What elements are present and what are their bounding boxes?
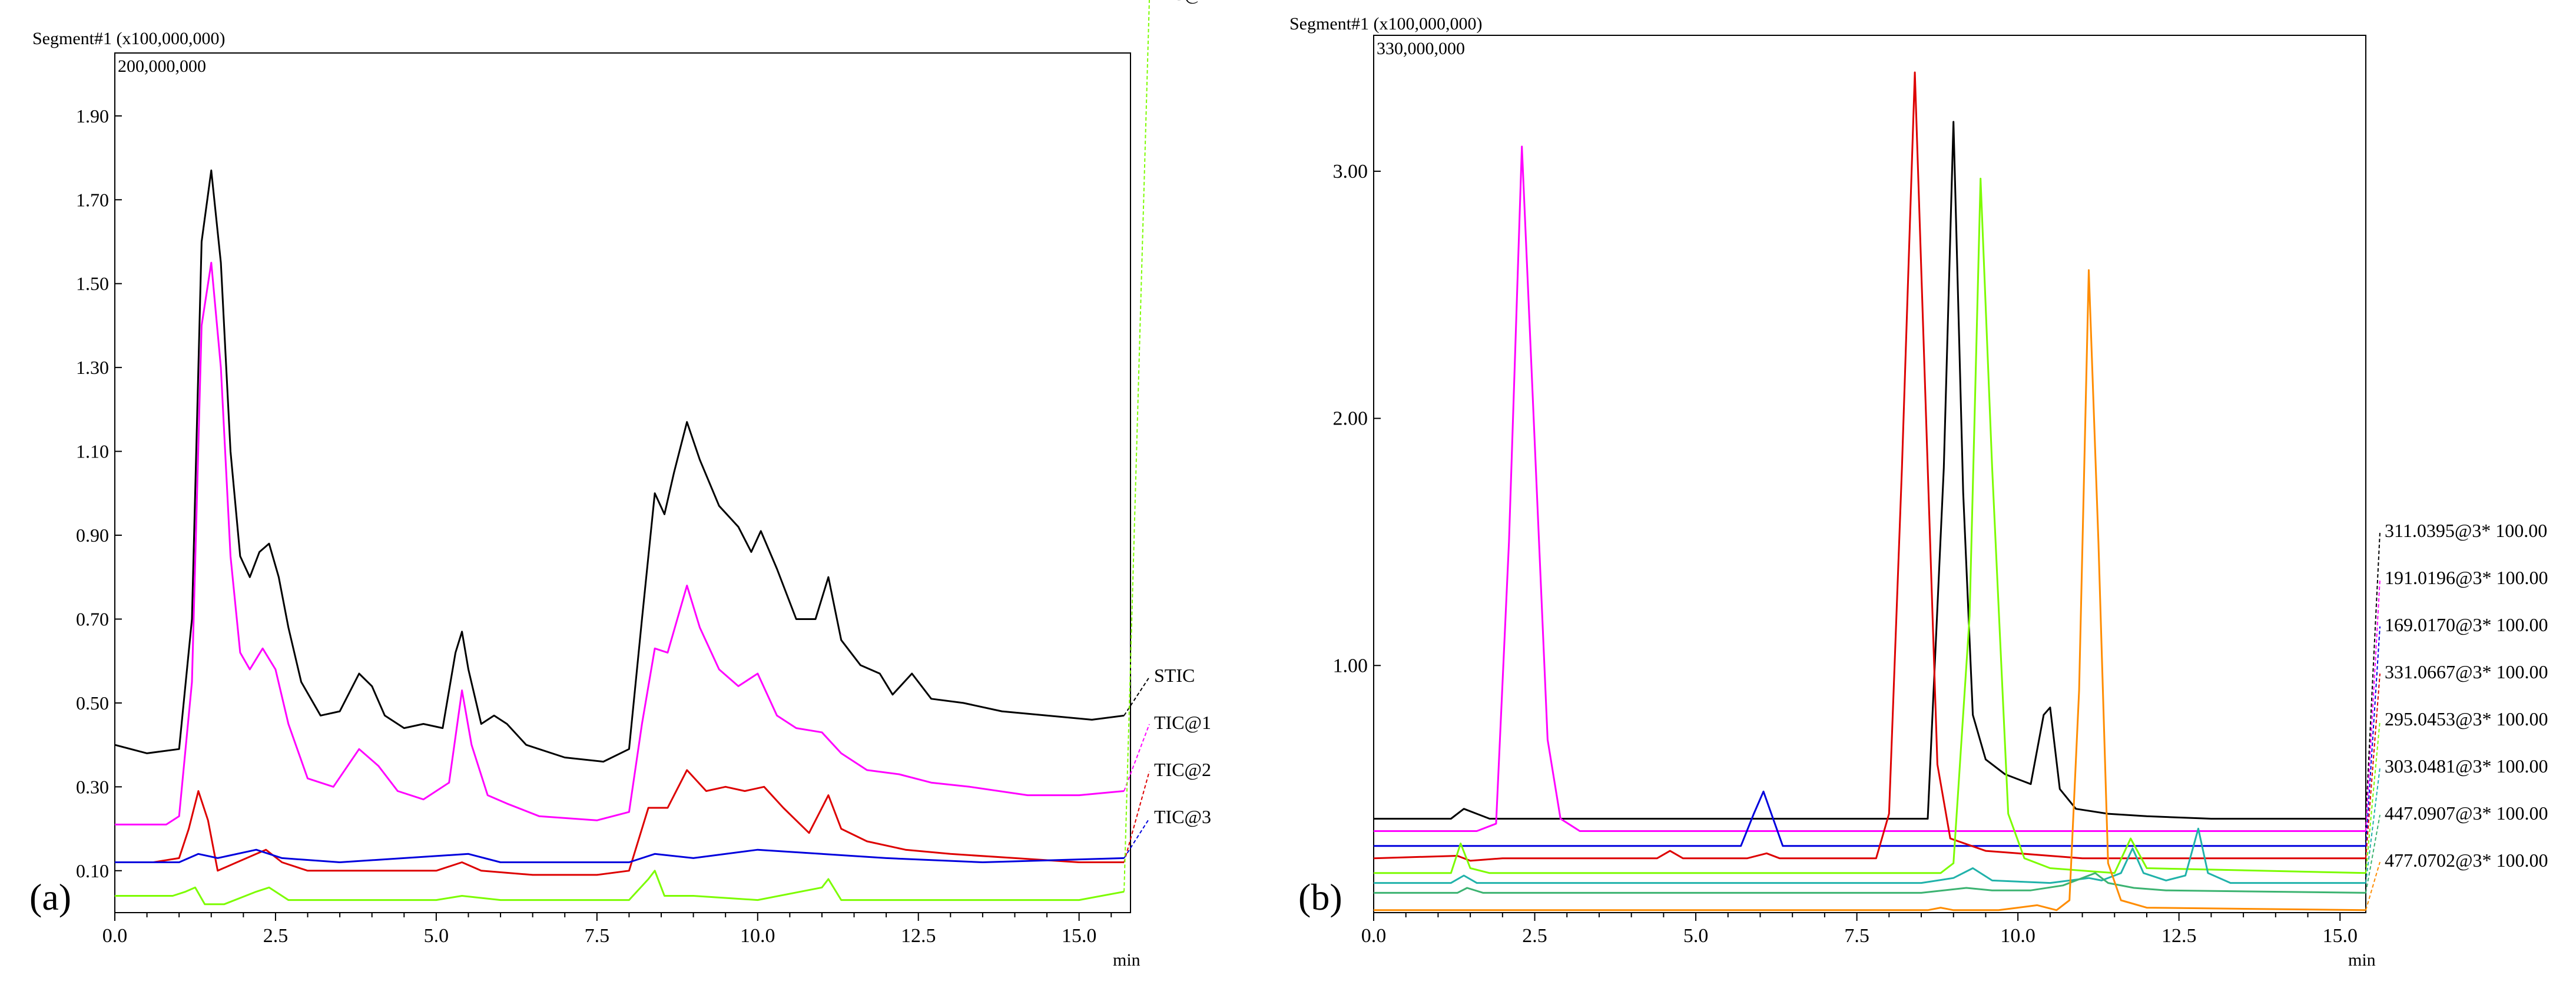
x-tick-label: 10.0 [2000,925,2035,947]
x-tick-label: 7.5 [1844,925,1869,947]
series-label: STIC [1154,665,1195,686]
x-tick-label: 5.0 [424,925,449,947]
series-169-0170-3-100-00 [1374,790,2366,847]
series-311-0395-3-100-00 [1374,121,2366,820]
series-leader-line [1123,677,1150,716]
y-tick-label: 1.30 [76,357,109,378]
series-leader-line [2365,673,2381,858]
y-tick-label: 1.50 [76,273,109,294]
x-tick-label: 7.5 [585,925,610,947]
series-331-0667-3-100-00 [1373,71,2366,862]
series-leader-line [1123,771,1150,863]
panel-label: (a) [29,876,71,918]
series-label: 331.0667@3* 100.00 [2385,661,2548,682]
x-tick-label: 10.0 [740,925,775,947]
plot-frame [114,52,1131,913]
series-leader-line [1123,0,1150,892]
series-label: TIC@4 [1154,0,1211,4]
x-axis-unit: min [2348,950,2376,970]
series-295-0453-3-100-00 [1374,177,2366,874]
y-tick-label: 2.00 [1333,408,1368,430]
series-leader-line [2365,720,2381,873]
panel-label: (b) [1298,876,1342,918]
series-label: 447.0907@3* 100.00 [2385,803,2548,824]
panel-b: Segment#1 (x100,000,000) 330,000,000 1.00 2… [1289,14,2548,970]
x-tick-label: 15.0 [2322,925,2358,947]
series-477-0702-3-100-00 [1374,269,2366,911]
segment-label: Segment#1 (x100,000,000) [32,29,225,48]
plot-frame [1373,35,2366,913]
series-leader-line [2365,532,2381,819]
y-tick-label: 1.90 [76,105,109,127]
x-tick-label: 15.0 [1062,925,1097,947]
y-tick-label: 1.00 [1333,655,1368,677]
series-label: 311.0395@3* 100.00 [2385,520,2547,541]
y-tick-label: 3.00 [1333,161,1368,183]
series-leader-line [2365,579,2381,831]
x-tick-label: 5.0 [1683,925,1709,947]
y-tick-label: 0.70 [76,608,109,629]
y-tick-label: 0.30 [76,776,109,797]
series-label: TIC@2 [1154,759,1211,780]
segment-label: Segment#1 (x100,000,000) [1289,14,1482,34]
scale-label: 200,000,000 [118,57,206,76]
x-tick-label: 2.5 [1522,925,1547,947]
series-leader-line [1123,724,1150,791]
y-tick-label: 1.70 [76,189,109,210]
x-tick-label: 12.5 [901,925,936,947]
series-label: 303.0481@3* 100.00 [2385,755,2548,777]
x-tick-label: 0.0 [1361,925,1387,947]
series-leader-line [2365,814,2381,893]
series-label: 477.0702@3* 100.00 [2385,850,2548,871]
x-axis-unit: min [1113,950,1141,970]
series-label: TIC@3 [1154,806,1211,827]
series-label: 191.0196@3* 100.00 [2385,567,2548,588]
series-leader-line [2365,767,2381,883]
scale-label: 330,000,000 [1377,39,1465,58]
x-tick-label: 12.5 [2161,925,2197,947]
series-tic-4 [115,870,1125,906]
series-leader-line [2365,626,2381,846]
y-tick-label: 0.90 [76,525,109,546]
x-tick-label: 0.0 [102,925,128,947]
series-tic-3 [115,848,1125,863]
series-label: 169.0170@3* 100.00 [2385,614,2548,635]
panel-a: Segment#1 (x100,000,000) 200,000,000 0.10 0… [29,0,1211,970]
series-leader-line [2365,861,2381,911]
series-label: 295.0453@3* 100.00 [2385,708,2548,730]
y-tick-label: 0.10 [76,860,109,881]
series-447-0907-3-100-00 [1374,872,2366,894]
y-tick-label: 1.10 [76,441,109,462]
series-label: TIC@1 [1154,712,1211,733]
series-tic-1 [115,261,1125,825]
series-leader-line [1123,818,1150,858]
series-303-0481-3-100-00 [1374,827,2366,884]
series-tic-2 [115,769,1125,876]
series-191-0196-3-100-00 [1374,145,2366,832]
y-tick-label: 0.50 [76,692,109,714]
series-stic [114,169,1125,763]
x-tick-label: 2.5 [263,925,289,947]
